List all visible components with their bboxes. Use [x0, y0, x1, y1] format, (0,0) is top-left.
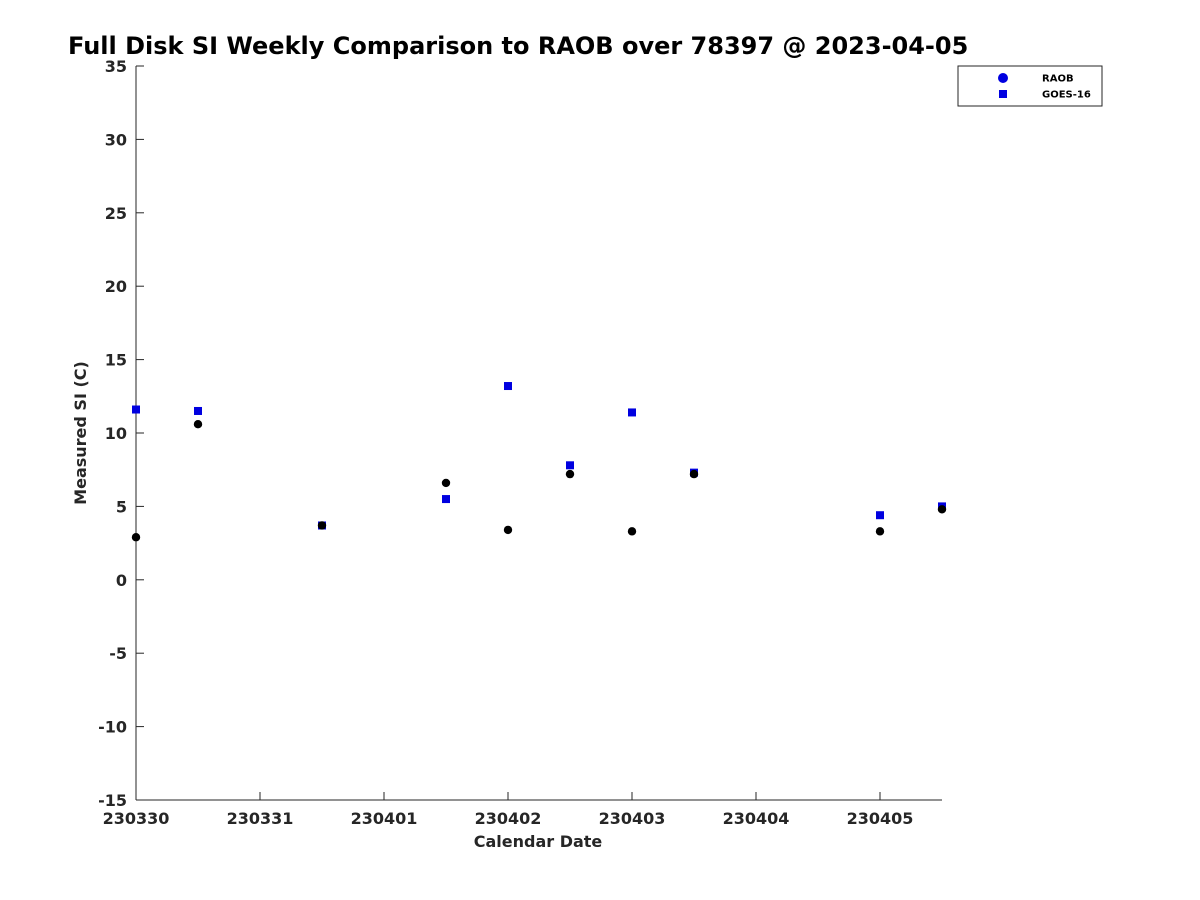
data-point-raob: [131, 533, 141, 542]
data-point-raob: [875, 527, 885, 536]
x-tick-label: 230402: [475, 809, 542, 828]
data-point-raob: [689, 469, 699, 479]
legend-marker-goes16: [999, 90, 1007, 98]
y-tick-label: -10: [98, 718, 127, 737]
y-tick-label: 20: [105, 277, 127, 296]
chart-title: Full Disk SI Weekly Comparison to RAOB o…: [68, 32, 968, 60]
data-point-raob: [565, 469, 575, 479]
y-axis-label: Measured SI (C): [71, 361, 90, 505]
x-ticks: 230330 230331 230401 230402 230403 230404 2304…: [103, 792, 914, 828]
legend-label-goes16: GOES-16: [1042, 90, 1091, 101]
y-tick-label: 15: [105, 351, 127, 370]
data-point-goes16: [876, 511, 884, 520]
y-tick-label: -15: [98, 791, 127, 810]
data-point-goes16: [504, 382, 512, 391]
x-tick-label: 230331: [227, 809, 294, 828]
legend: RAOB GOES-16: [957, 65, 1103, 107]
data-point-raob: [317, 521, 327, 530]
y-tick-label: 10: [105, 424, 127, 443]
data-point-goes16: [132, 405, 140, 414]
data-point-raob: [193, 419, 203, 429]
legend-label-raob: RAOB: [1042, 74, 1074, 85]
y-tick-label: 25: [105, 204, 127, 223]
legend-box: [957, 65, 1103, 107]
y-tick-label: 35: [105, 57, 127, 76]
data-point-raob: [937, 505, 947, 514]
x-tick-label: 230404: [723, 809, 790, 828]
y-tick-label: 5: [116, 497, 127, 516]
y-ticks: 35 30 25 20 15 10 5 0 -5 -10 -15: [98, 57, 144, 810]
y-tick-label: -5: [109, 644, 127, 663]
x-tick-label: 230403: [599, 809, 666, 828]
data-point-raob: [627, 527, 637, 536]
legend-marker-raob: [998, 73, 1008, 83]
y-tick-label: 30: [105, 130, 127, 149]
series-layer: [131, 382, 947, 542]
data-point-goes16: [628, 408, 636, 417]
data-point-goes16: [442, 495, 450, 504]
series-raob: [131, 419, 947, 542]
x-tick-label: 230330: [103, 809, 170, 828]
data-point-raob: [441, 478, 451, 488]
x-axis-label: Calendar Date: [474, 832, 603, 851]
data-point-goes16: [566, 461, 574, 470]
data-point-raob: [503, 525, 513, 535]
x-tick-label: 230405: [847, 809, 914, 828]
y-tick-label: 0: [116, 571, 127, 590]
x-tick-label: 230401: [351, 809, 418, 828]
data-point-goes16: [194, 406, 202, 415]
